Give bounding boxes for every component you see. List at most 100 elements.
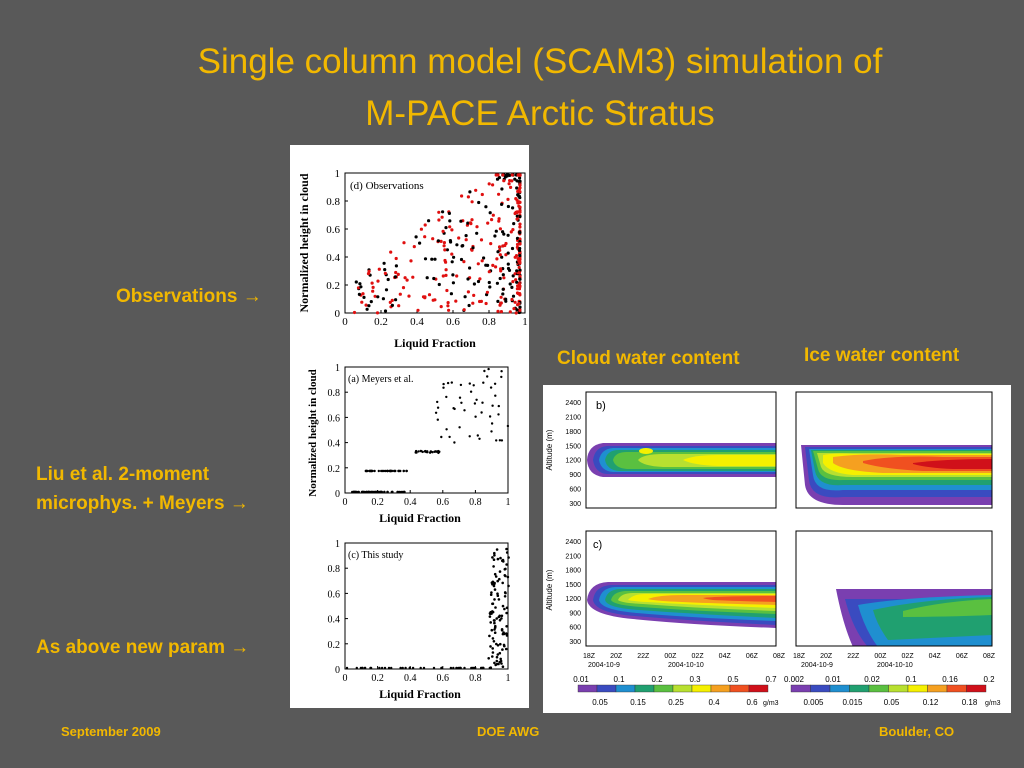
scatter-point bbox=[488, 285, 492, 289]
scatter-point bbox=[515, 217, 519, 221]
scatter-point bbox=[459, 383, 463, 387]
scatter-point bbox=[503, 595, 507, 598]
scatter-point bbox=[468, 435, 471, 438]
x-tick-label: 0.8 bbox=[482, 316, 496, 328]
colorbars: 0.01 0.1 0.2 0.3 0.5 0.7 0.05 0.15 0.25 0.4 0.6 0.0… bbox=[573, 675, 995, 707]
colorbar-swatch bbox=[710, 684, 731, 693]
scatter-point bbox=[448, 239, 452, 243]
scatter-point bbox=[506, 233, 510, 237]
scatter-point bbox=[407, 294, 411, 298]
scatter-point bbox=[496, 594, 500, 597]
colorbar-label: 0.005 bbox=[803, 698, 824, 707]
scatter-point bbox=[373, 469, 376, 473]
altitude-tick-label: 1800 bbox=[565, 568, 581, 575]
y-tick-label: 0.2 bbox=[328, 640, 341, 651]
panel-c-xlabel: Liquid Fraction bbox=[379, 687, 461, 701]
colorbar-label: 0.2 bbox=[983, 675, 995, 684]
scatter-point bbox=[480, 192, 484, 197]
ice-water-c-contours bbox=[836, 589, 992, 646]
scatter-point bbox=[442, 386, 445, 389]
time-tick-label: 02Z bbox=[692, 653, 705, 660]
scatter-point bbox=[511, 294, 516, 298]
cloud-water-c-frame bbox=[585, 530, 777, 647]
y-tick-label: 0.6 bbox=[328, 413, 341, 424]
scatter-point bbox=[489, 666, 493, 669]
scatter-point bbox=[499, 310, 503, 314]
scatter-point bbox=[491, 556, 494, 559]
scatter-point bbox=[402, 241, 406, 245]
scatter-point bbox=[377, 469, 380, 473]
scatter-point bbox=[507, 182, 511, 186]
scatter-point bbox=[518, 190, 522, 194]
scatter-point bbox=[493, 234, 497, 238]
scatter-point bbox=[504, 253, 508, 257]
x-tick-label: 1 bbox=[506, 673, 511, 684]
scatter-point bbox=[361, 292, 365, 296]
scatter-point bbox=[506, 204, 510, 209]
scatter-point bbox=[454, 299, 458, 303]
colorbar-swatch bbox=[927, 684, 948, 693]
scatter-point bbox=[515, 179, 519, 183]
scatter-point bbox=[518, 285, 522, 289]
scatter-point bbox=[517, 271, 522, 275]
as-above-label: As above new param → bbox=[36, 637, 250, 658]
colorbar-swatch bbox=[615, 684, 636, 693]
scatter-point bbox=[494, 575, 498, 578]
scatter-point bbox=[508, 310, 512, 314]
scatter-point bbox=[515, 308, 519, 312]
cloud-water-label: Cloud water content bbox=[557, 348, 740, 369]
colorbar-swatch bbox=[946, 684, 967, 693]
x-tick-label: 0.8 bbox=[469, 673, 482, 684]
scatter-point bbox=[510, 297, 514, 302]
scatter-point bbox=[512, 307, 516, 311]
scatter-point bbox=[437, 218, 441, 222]
scatter-point bbox=[378, 666, 381, 670]
scatter-point bbox=[463, 295, 467, 299]
x-tick-label: 0.2 bbox=[374, 316, 388, 328]
scatter-point bbox=[515, 280, 519, 284]
scatter-point bbox=[411, 666, 415, 670]
scatter-point bbox=[394, 256, 398, 261]
scatter-point bbox=[466, 195, 470, 199]
scatter-point bbox=[512, 222, 516, 226]
scatter-point bbox=[511, 206, 515, 210]
colorbar-label: 0.12 bbox=[923, 698, 939, 707]
scatter-point bbox=[386, 490, 389, 494]
scatter-point bbox=[470, 666, 473, 670]
scatter-point bbox=[471, 666, 475, 670]
scatter-point bbox=[487, 182, 491, 186]
time-tick-label: 06Z bbox=[956, 653, 969, 660]
altitude-tick-label: 1200 bbox=[565, 458, 581, 465]
scatter-point bbox=[496, 309, 500, 313]
scatter-point bbox=[437, 210, 441, 214]
scatter-point bbox=[491, 213, 495, 217]
scatter-point bbox=[419, 227, 423, 231]
scatter-point bbox=[509, 230, 513, 234]
scatter-point bbox=[504, 647, 508, 651]
scatter-point bbox=[412, 245, 416, 249]
scatter-point bbox=[502, 179, 506, 183]
scatter-point bbox=[488, 615, 492, 618]
scatter-point bbox=[510, 246, 515, 251]
scatter-point bbox=[426, 451, 429, 454]
scatter-point bbox=[495, 439, 498, 442]
scatter-point bbox=[518, 277, 522, 281]
liu-label-line-1: Liu et al. 2-moment bbox=[36, 464, 210, 485]
colorbar-label: 0.05 bbox=[592, 698, 608, 707]
scatter-point bbox=[380, 490, 383, 494]
scatter-point bbox=[515, 242, 520, 247]
scatter-point bbox=[442, 241, 446, 245]
scatter-point bbox=[493, 598, 496, 601]
time-tick-label: 08Z bbox=[773, 653, 786, 660]
panel-d-points bbox=[352, 173, 522, 315]
scatter-point bbox=[505, 606, 509, 610]
scatter-point bbox=[490, 628, 494, 632]
colorbar-swatch bbox=[790, 684, 811, 693]
x-tick-label: 1 bbox=[506, 497, 511, 508]
scatter-point bbox=[396, 490, 399, 494]
scatter-point bbox=[440, 215, 444, 219]
scatter-point bbox=[448, 225, 452, 229]
colorbar-label: 0.015 bbox=[842, 698, 863, 707]
scatter-point bbox=[444, 260, 448, 264]
scatter-point bbox=[450, 260, 454, 264]
